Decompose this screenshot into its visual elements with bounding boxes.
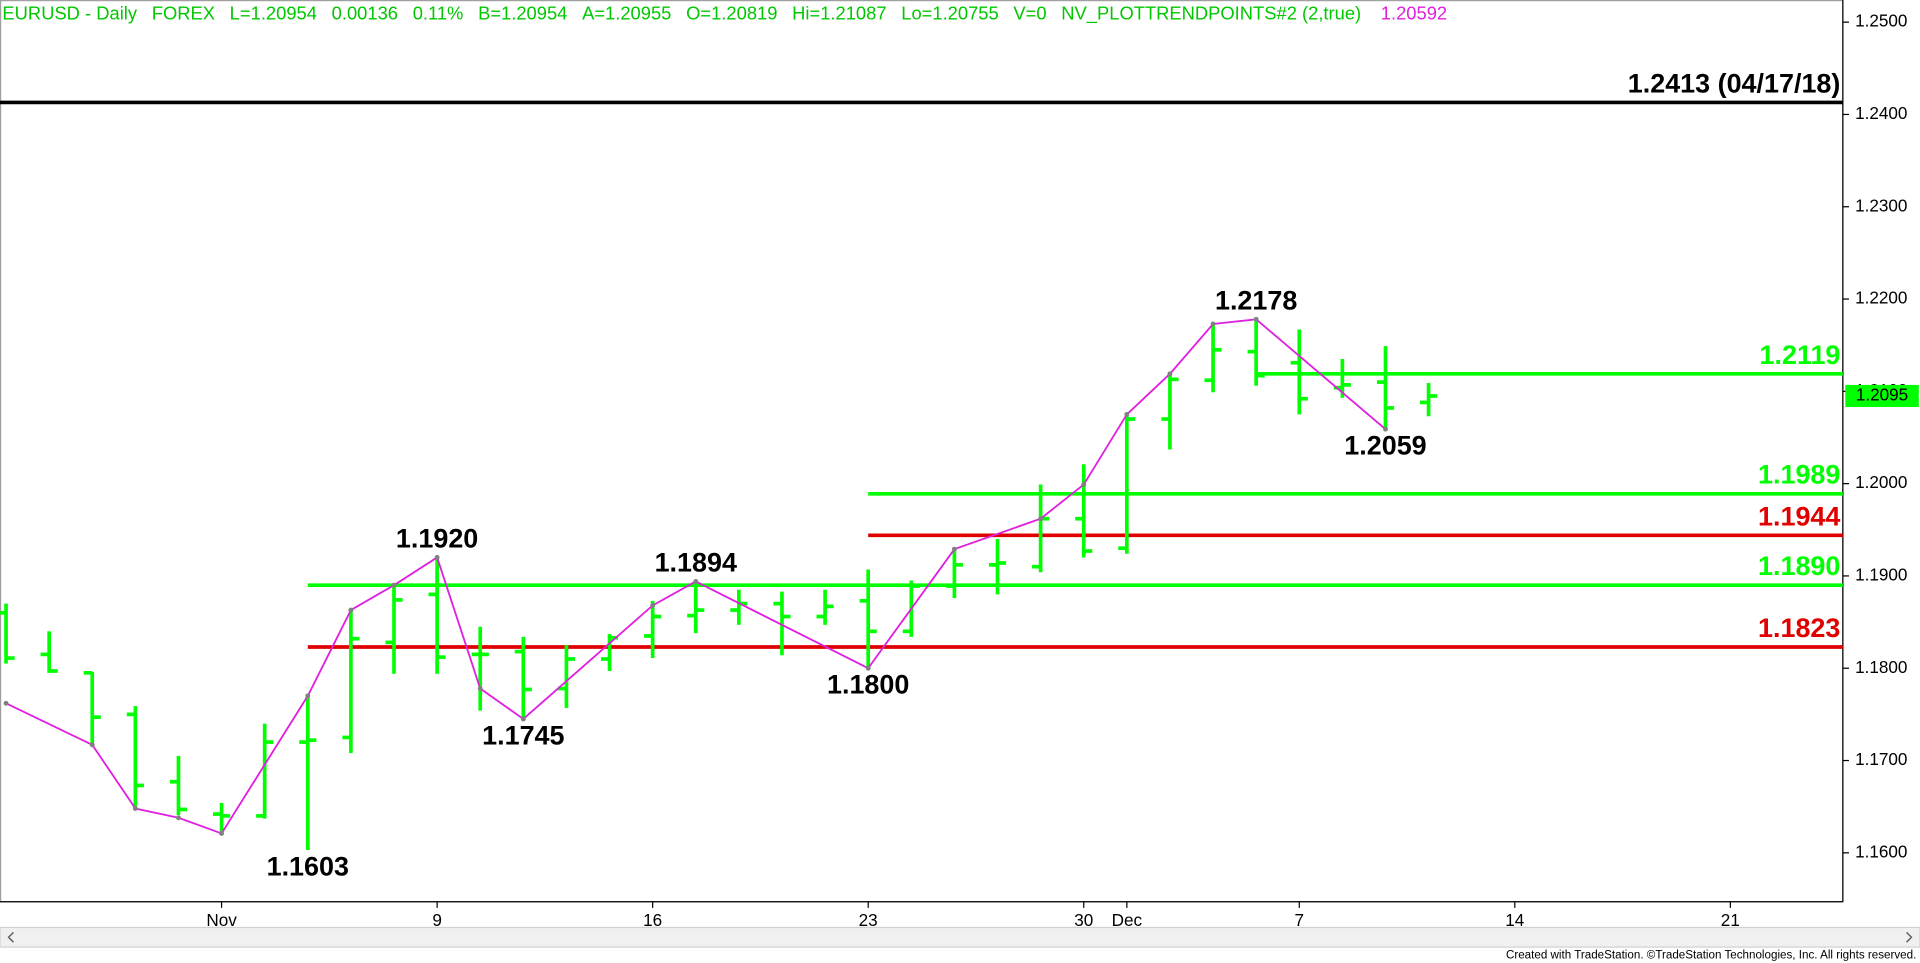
swing-label: 1.1603 <box>267 852 349 882</box>
header-item: V=0 <box>1013 3 1046 24</box>
trend-line <box>5 318 1387 835</box>
header-item: FOREX <box>152 3 215 24</box>
trend-point <box>1124 411 1130 417</box>
y-tick-label: 1.1800 <box>1855 657 1907 677</box>
trend-point <box>477 686 483 691</box>
level-label: 1.1989 <box>1758 460 1840 490</box>
trend-point <box>520 716 526 722</box>
level-label: 1.2119 <box>1760 340 1841 370</box>
trend-point <box>434 555 440 560</box>
y-tick-label: 1.1700 <box>1855 749 1907 769</box>
trend-point <box>1038 516 1044 522</box>
trend-point <box>176 815 181 821</box>
level-label: 1.2413 (04/17/18) <box>1628 68 1841 98</box>
header-item: Hi=1.21087 <box>792 3 886 24</box>
swing-label: 1.1920 <box>396 523 478 553</box>
trend-point <box>1383 426 1388 432</box>
trend-point <box>219 830 225 836</box>
trend-point <box>305 693 311 699</box>
y-tick-label: 1.1900 <box>1855 564 1907 584</box>
x-tick-label: 16 <box>643 910 662 930</box>
x-tick-label: Nov <box>206 910 237 930</box>
indicator-value: 1.20592 <box>1381 3 1447 24</box>
header-item: Lo=1.20755 <box>901 3 998 24</box>
y-tick-label: 1.2200 <box>1855 288 1907 308</box>
trend-point <box>951 546 957 552</box>
y-tick-label: 1.2400 <box>1855 103 1907 123</box>
header-item: 0.11% <box>413 3 464 24</box>
y-tick-label: 1.2500 <box>1855 11 1907 31</box>
trend-point <box>1253 316 1259 322</box>
x-tick-label: 21 <box>1721 910 1740 930</box>
y-tick-label: 1.2300 <box>1855 195 1907 215</box>
header-item: EURUSD - Daily <box>2 3 137 24</box>
scrollbar-track[interactable] <box>0 926 1920 948</box>
x-tick-label: 7 <box>1295 910 1305 930</box>
last-price-box <box>1845 384 1919 407</box>
x-tick-label: 9 <box>432 910 442 930</box>
header-item: B=1.20954 <box>478 3 567 24</box>
trend-point <box>391 582 397 588</box>
trend-point <box>650 603 656 608</box>
trend-point <box>348 607 354 613</box>
x-tick-label: Dec <box>1112 910 1143 930</box>
header-item: A=1.20955 <box>582 3 671 24</box>
trend-point <box>1167 371 1173 377</box>
trend-point <box>132 806 138 811</box>
swing-label: 1.1800 <box>827 670 909 700</box>
trend-point <box>1081 482 1087 488</box>
header-item: L=1.20954 <box>230 3 317 24</box>
footer: Created with TradeStation. ©TradeStation… <box>1506 949 1916 962</box>
x-tick-label: 23 <box>859 910 878 930</box>
header-item: O=1.20819 <box>686 3 777 24</box>
swing-label: 1.2178 <box>1215 285 1297 315</box>
swing-label: 1.1745 <box>482 720 564 750</box>
trend-point <box>1210 321 1216 327</box>
last-price-label: 1.2095 <box>1856 384 1908 404</box>
x-tick-label: 30 <box>1074 910 1093 930</box>
trend-point <box>693 579 699 584</box>
trend-point <box>3 700 9 706</box>
level-label: 1.1944 <box>1758 501 1840 531</box>
trend-point <box>865 665 871 671</box>
scrollbar[interactable] <box>0 926 1920 948</box>
header-item: NV_PLOTTRENDPOINTS#2 (2,true) <box>1061 3 1361 25</box>
level-label: 1.1890 <box>1758 551 1840 581</box>
x-tick-label: 14 <box>1505 910 1525 930</box>
header: EURUSD - Daily FOREX L=1.20954 0.00136 0.11%… <box>2 3 1447 25</box>
swing-label: 1.1894 <box>655 547 737 577</box>
scroll-left[interactable] <box>7 931 14 943</box>
scroll-right[interactable] <box>1906 931 1913 943</box>
y-tick-label: 1.2000 <box>1855 472 1907 492</box>
level-label: 1.1823 <box>1758 613 1840 643</box>
header-item: 0.00136 <box>332 3 398 24</box>
swing-label: 1.2059 <box>1344 431 1426 461</box>
trend-point <box>89 742 95 748</box>
y-tick-label: 1.1600 <box>1855 841 1907 861</box>
